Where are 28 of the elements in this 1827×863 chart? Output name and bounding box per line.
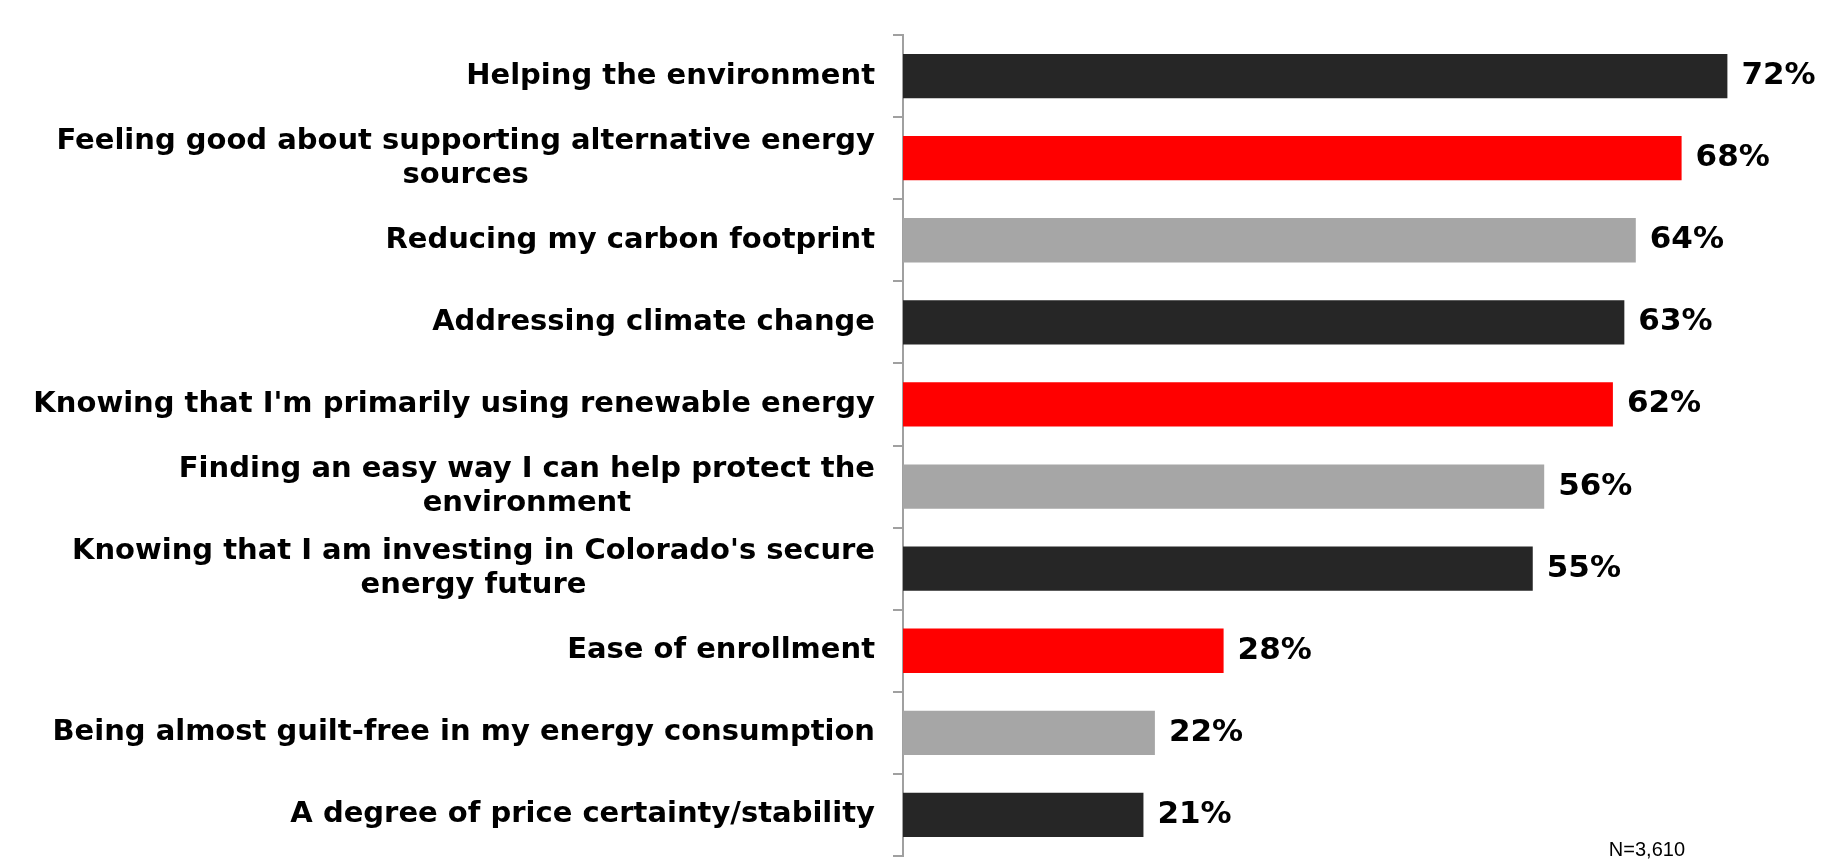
y-tick-label: Ease of enrollment [567,631,876,666]
bar [903,628,1224,673]
data-label: 68% [1695,137,1770,174]
data-label: 72% [1741,55,1816,92]
data-label: 55% [1546,547,1621,584]
data-label: 63% [1638,301,1713,338]
y-tick-label: Addressing climate change [432,302,875,337]
data-label: 21% [1157,794,1232,830]
annotation: N=3,610 [1608,837,1685,860]
y-tick-label: Finding an easy way I can help protect the environment [178,450,875,519]
y-tick-label: Feeling good about supporting alternative energy sources [56,121,876,190]
y-tick-label: A degree of price certainty/stability [290,795,876,830]
bar [903,135,1682,181]
y-tick-label: Reducing my carbon footprint [385,220,876,255]
data-label: 62% [1626,383,1702,420]
data-label: 22% [1168,711,1244,748]
y-tick-label: Helping the environment [466,56,876,91]
y-tick-label: Knowing that I'm primarily using renewable energy [33,384,876,419]
bar [903,546,1533,591]
bar [903,53,1728,99]
y-tick-label: Knowing that I am investing in Colorado's secure energy future [71,532,876,601]
bar [903,792,1144,838]
data-label: 64% [1649,219,1724,256]
bar [903,300,1625,345]
bar [903,382,1613,427]
data-label: 28% [1237,629,1312,666]
data-label: 56% [1558,465,1633,502]
y-tick-label: Being almost guilt-free in my energy consumption [52,713,875,748]
